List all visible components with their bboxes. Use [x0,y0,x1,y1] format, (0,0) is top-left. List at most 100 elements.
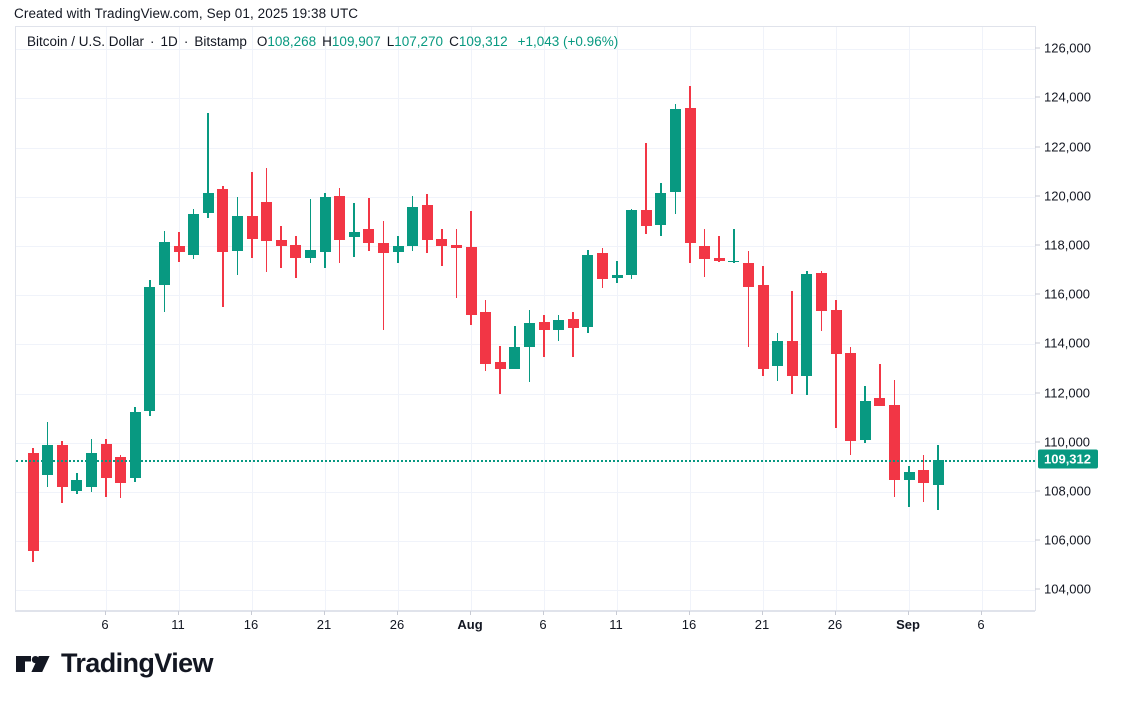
candle-body[interactable] [669,109,681,192]
candle-wick [747,250,750,347]
candle-body[interactable] [231,216,243,251]
chart-frame[interactable]: Bitcoin / U.S. Dollar · 1D · Bitstamp O108,26… [15,26,1035,611]
grid-line-vertical [252,27,253,610]
candle-body[interactable] [56,445,68,487]
legend-interval[interactable]: 1D [160,34,178,49]
candle-body[interactable] [450,244,462,249]
candle-body[interactable] [217,189,229,253]
last-price-badge[interactable]: 109,312 [1038,449,1098,469]
candle-body[interactable] [801,274,813,377]
candle-body[interactable] [596,253,608,280]
candle-wick [835,300,837,428]
candle-body[interactable] [275,239,287,246]
candle-body[interactable] [465,247,477,315]
grid-line-vertical [617,27,618,610]
candle-body[interactable] [553,319,565,330]
candle-body[interactable] [874,398,886,406]
legend-low-letter: L [386,34,395,49]
candle-body[interactable] [261,201,273,241]
candle-body[interactable] [742,263,754,287]
price-axis[interactable]: 126,000 124,000 122,000 120,000 118,000 116,0… [1035,26,1123,611]
candle-wick [645,142,647,234]
legend-open-letter: O [256,34,268,49]
attribution-text: Created with TradingView.com, Sep 01, 20… [14,6,359,21]
legend-exchange[interactable]: Bitstamp [194,34,247,49]
candle-body[interactable] [202,193,214,213]
candle-body[interactable] [684,108,696,244]
candle-body[interactable] [392,245,404,253]
candle-body[interactable] [830,309,842,355]
candle-body[interactable] [290,244,302,259]
price-tick-label: 104,000 [1044,581,1091,597]
time-tick-label: 11 [171,617,185,632]
time-tick-mark [397,611,398,615]
candle-body[interactable] [158,242,170,286]
price-axis-divider [1035,26,1036,611]
chart-pane[interactable] [16,27,1035,610]
candle-body[interactable] [567,318,579,329]
candlestick-series[interactable] [16,27,1035,610]
candle-body[interactable] [319,196,331,253]
candle-body[interactable] [640,210,652,227]
candle-body[interactable] [815,272,827,312]
grid-line-horizontal [16,393,1035,395]
candle-body[interactable] [859,400,871,441]
candle-body[interactable] [611,275,623,278]
candle-body[interactable] [494,361,506,369]
candle-body[interactable] [246,216,258,239]
grid-line-vertical [982,27,983,610]
candle-body[interactable] [129,411,141,479]
time-tick-label: 6 [539,617,547,632]
legend-separator-2: · [183,34,189,49]
chart-legend: Bitcoin / U.S. Dollar · 1D · Bitstamp O108,26… [27,34,618,49]
tradingview-wordmark: TradingView [61,648,214,678]
time-tick-mark [981,611,982,615]
grid-line-horizontal [16,590,1035,592]
candle-body[interactable] [845,352,857,442]
candle-body[interactable] [407,206,419,246]
candle-body[interactable] [377,243,389,254]
candle-body[interactable] [173,245,185,253]
candle-body[interactable] [480,312,492,364]
legend-symbol[interactable]: Bitcoin / U.S. Dollar [27,34,145,49]
time-axis[interactable]: 6 11 16 21 26 Aug 6 11 16 21 26 Sep 6 [15,611,1035,641]
candle-body[interactable] [85,452,97,487]
candle-body[interactable] [523,323,535,347]
candle-body[interactable] [71,479,83,491]
candle-body[interactable] [888,404,900,480]
grid-line-horizontal [16,98,1035,100]
candle-body[interactable] [626,210,638,276]
candle-body[interactable] [421,205,433,240]
candle-body[interactable] [509,346,521,369]
candle-body[interactable] [903,472,915,480]
candle-body[interactable] [757,285,769,369]
candle-body[interactable] [655,193,667,225]
candle-body[interactable] [115,457,127,484]
candle-wick [382,221,385,330]
candle-body[interactable] [932,459,944,486]
candle-body[interactable] [699,245,711,260]
price-tick-label: 122,000 [1044,139,1091,155]
candle-body[interactable] [144,286,156,411]
candle-body[interactable] [538,322,550,330]
candle-body[interactable] [772,340,784,367]
candle-body[interactable] [728,260,740,263]
tradingview-logo[interactable]: TradingView [16,648,214,678]
candle-body[interactable] [334,195,346,240]
price-tick-mark [1035,195,1040,197]
time-tick-mark [251,611,252,615]
candle-body[interactable] [713,258,725,261]
candle-body[interactable] [918,469,930,484]
grid-line-vertical [106,27,107,610]
candle-body[interactable] [304,249,316,259]
candle-body[interactable] [27,452,39,551]
candle-body[interactable] [348,232,360,238]
grid-line-vertical [325,27,326,610]
price-tick-label: 110,000 [1044,434,1091,450]
candle-wick [908,466,910,507]
candle-body[interactable] [436,238,448,246]
candle-body[interactable] [188,213,200,255]
candle-body[interactable] [582,254,594,328]
candle-body[interactable] [363,228,375,244]
candle-body[interactable] [786,340,798,377]
